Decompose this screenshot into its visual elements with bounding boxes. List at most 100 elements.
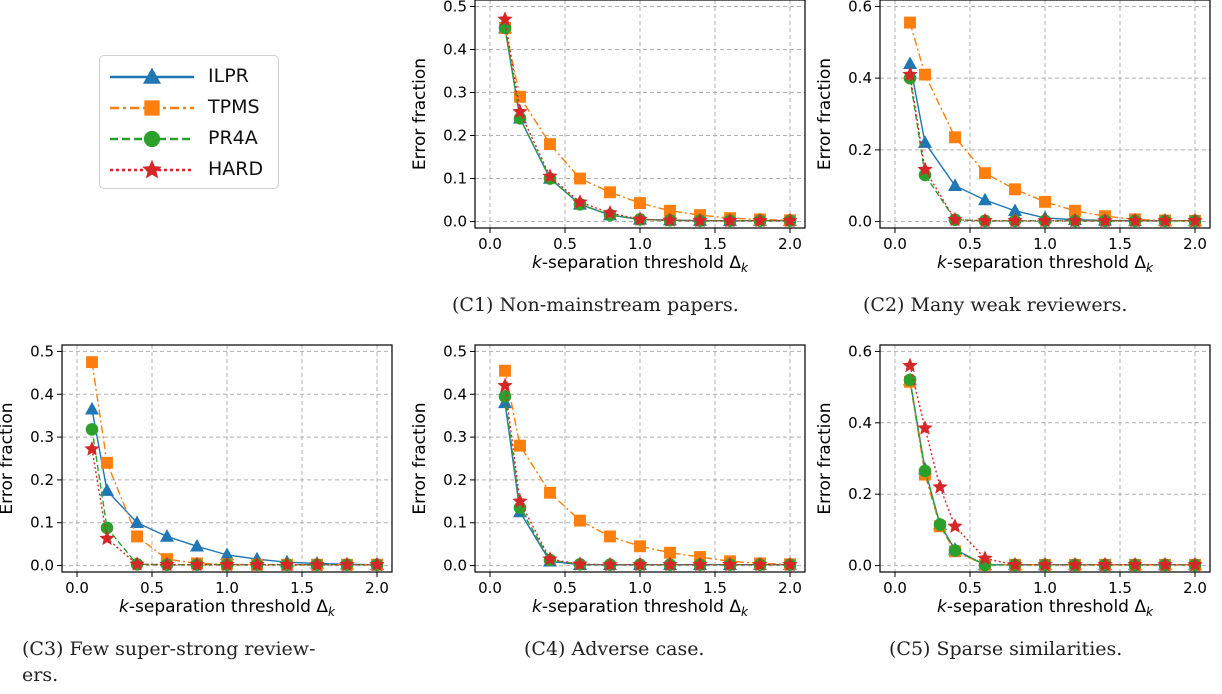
data-point-hard: [722, 556, 738, 572]
data-point-hard: [129, 556, 145, 571]
y-tick-label: 0.4: [443, 40, 467, 58]
data-point-hard: [309, 556, 325, 572]
data-point-tpms: [1069, 204, 1081, 217]
series-pr4a: [498, 390, 797, 572]
series-tpms: [499, 364, 796, 571]
y-tick-label: 0.3: [30, 428, 54, 446]
panel-c3: 0.0 0.5 1.0 1.5 2.00.00.10.20.30.40.5k-separ…: [0, 342, 393, 619]
legend-swatch: [110, 100, 194, 116]
data-point-hard: [932, 479, 948, 494]
x-tick-label: 0.5: [958, 579, 982, 597]
series-tpms: [904, 375, 1201, 571]
x-tick-label: 1.0: [1033, 579, 1057, 597]
series-pr4a: [85, 423, 384, 572]
data-point-pr4a: [498, 21, 512, 35]
data-point-tpms: [949, 131, 961, 144]
y-tick-label: 0.2: [848, 485, 872, 503]
data-point-tpms: [544, 138, 556, 151]
data-point-ilpr: [948, 178, 962, 191]
y-tick-label: 0.0: [848, 213, 872, 231]
data-point-hard: [602, 204, 618, 220]
data-point-hard: [692, 212, 708, 228]
x-tick-label: 1.0: [628, 235, 652, 253]
x-tick-label: 0.0: [883, 235, 907, 253]
data-point-tpms: [634, 197, 646, 209]
series-line-hard: [504, 385, 790, 566]
data-point-tpms: [604, 186, 616, 199]
data-point-hard: [977, 550, 993, 565]
legend-marker-square: [144, 100, 160, 116]
data-point-hard: [339, 556, 355, 572]
series-line-ilpr: [504, 402, 790, 566]
legend-label: PR4A: [208, 127, 258, 149]
data-point-hard: [1037, 556, 1053, 572]
data-point-hard: [219, 556, 235, 572]
data-point-hard: [1007, 212, 1023, 228]
x-axis-label: k-separation threshold Δk: [937, 597, 1154, 619]
data-point-tpms: [574, 514, 586, 527]
data-point-hard: [542, 551, 558, 566]
data-point-pr4a: [903, 373, 917, 387]
data-point-hard: [1037, 212, 1053, 228]
x-tick-label: 1.5: [1108, 579, 1132, 597]
data-point-hard: [662, 556, 678, 572]
data-point-hard: [542, 168, 558, 183]
data-point-pr4a: [918, 464, 932, 478]
series-line-hard: [91, 448, 377, 566]
x-tick-label: 2.0: [1183, 579, 1207, 597]
series-line-pr4a: [504, 27, 790, 222]
series-line-pr4a: [909, 379, 1195, 566]
y-axis-label: Error fraction: [815, 58, 835, 170]
data-point-hard: [99, 530, 115, 546]
x-tick-label: 1.0: [1033, 235, 1057, 253]
legend-swatch: [110, 159, 194, 179]
series-line-hard: [909, 365, 1195, 566]
legend-label: HARD: [208, 158, 264, 180]
y-tick-label: 0.2: [443, 127, 467, 145]
caption-c2: (C2) Many weak reviewers.: [863, 294, 1128, 316]
data-point-hard: [692, 556, 708, 572]
data-point-hard: [1097, 556, 1113, 572]
series-pr4a: [498, 21, 797, 227]
y-axis-label: Error fraction: [815, 402, 835, 514]
y-tick-label: 0.2: [30, 471, 54, 489]
y-axis-label: Error fraction: [0, 402, 17, 514]
data-point-hard: [497, 11, 513, 26]
y-tick-label: 0.5: [30, 342, 54, 360]
series-hard: [84, 441, 385, 572]
data-point-hard: [1067, 212, 1083, 228]
data-point-hard: [512, 103, 528, 119]
series-hard: [497, 11, 798, 228]
data-point-hard: [189, 556, 205, 572]
panel-c1: 0.0 0.5 1.0 1.5 2.00.00.10.20.30.40.5k-separ…: [410, 0, 806, 275]
x-tick-label: 1.0: [628, 579, 652, 597]
x-tick-label: 1.5: [290, 579, 314, 597]
caption-c3-line1: (C3) Few super-strong review-: [22, 638, 316, 660]
data-point-hard: [1187, 556, 1203, 572]
series-ilpr: [85, 401, 384, 570]
data-point-hard: [782, 212, 798, 228]
data-point-tpms: [514, 439, 526, 452]
legend-marker-circle: [143, 130, 161, 148]
y-tick-label: 0.3: [443, 83, 467, 101]
data-point-hard: [917, 420, 933, 435]
data-point-pr4a: [948, 544, 962, 557]
panel-c4: 0.0 0.5 1.0 1.5 2.00.00.10.20.30.40.5k-separ…: [410, 342, 806, 619]
x-tick-label: 1.0: [215, 579, 239, 597]
series-tpms: [904, 16, 1201, 227]
data-point-hard: [369, 556, 385, 572]
data-point-tpms: [514, 90, 526, 103]
x-tick-label: 1.5: [703, 235, 727, 253]
legend-item-pr4a: PR4A: [100, 124, 278, 154]
data-point-tpms: [664, 204, 676, 217]
y-tick-label: 0.3: [443, 428, 467, 446]
data-point-tpms: [499, 364, 511, 377]
y-tick-label: 0.1: [443, 170, 467, 188]
data-point-ilpr: [160, 529, 174, 542]
data-point-pr4a: [933, 518, 947, 531]
data-point-hard: [947, 518, 963, 533]
y-tick-label: 0.5: [443, 0, 467, 15]
y-tick-label: 0.0: [443, 557, 467, 575]
series-line-tpms: [504, 27, 791, 221]
data-point-ilpr: [220, 547, 234, 561]
